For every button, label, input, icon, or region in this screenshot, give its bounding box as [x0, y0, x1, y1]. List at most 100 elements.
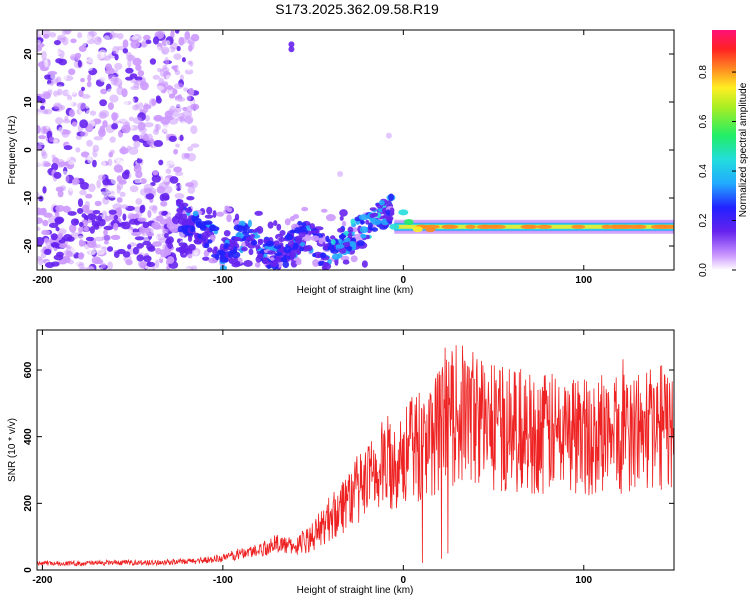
spectrogram-cell — [111, 240, 122, 246]
spectrogram-cell — [128, 116, 135, 122]
spectrogram-cell — [64, 115, 69, 122]
spectrogram-cell — [147, 246, 156, 252]
spectrogram-cell — [122, 213, 127, 221]
spectrogram-cell — [224, 205, 230, 211]
spectrogram-cell — [50, 242, 60, 248]
spectrogram-cell — [295, 260, 302, 265]
spectrogram-cell — [219, 265, 228, 270]
spectrogram-cell — [182, 106, 188, 112]
spectrogram-cell — [347, 226, 354, 233]
spectrogram-cell — [166, 236, 174, 244]
spectrogram-cell — [245, 236, 253, 242]
spectrogram-cell — [107, 193, 118, 198]
spectrogram-cell — [273, 240, 280, 246]
spectrogram-cell — [103, 35, 111, 43]
spectrogram-cell — [56, 217, 63, 223]
spectrogram-cell — [55, 117, 64, 125]
spectrogram-cell — [107, 74, 118, 82]
spectrogram-cell — [312, 259, 320, 267]
spectrogram-cell — [60, 170, 69, 177]
spectrogram-cell — [134, 76, 143, 81]
spectrogram-cell — [164, 162, 170, 169]
spectrogram-cell — [106, 246, 114, 252]
spectrogram-cell — [62, 255, 70, 261]
snr-y-ticks: 0 200 400 600 — [23, 361, 674, 573]
spectrogram-cell — [52, 157, 59, 165]
spectrogram-cell — [186, 95, 192, 102]
spectrogram-cell — [88, 248, 96, 256]
spectrogram-cell — [190, 143, 200, 148]
spectrogram-cell — [92, 144, 100, 153]
spectrogram-cell — [142, 34, 151, 41]
spectrogram-cell — [164, 185, 173, 194]
spectrogram-cell — [159, 193, 166, 202]
spectrogram-cell — [279, 230, 286, 236]
spectrogram-cell — [238, 220, 246, 227]
spectrogram-cell — [330, 238, 336, 246]
spectrogram-cell — [173, 82, 184, 90]
spectrogram-cell — [70, 38, 77, 44]
spectrogram-cell — [187, 235, 193, 242]
spectrogram-cell — [164, 177, 170, 183]
spectrogram-cell — [262, 260, 270, 265]
spectrogram-cell — [132, 57, 142, 66]
spectrogram-cell — [152, 36, 160, 45]
spectrogram-cell — [44, 74, 52, 80]
spectrogram-cell — [350, 218, 356, 225]
spectrogram-cell — [53, 138, 59, 144]
spectrogram-cell — [310, 235, 320, 242]
spectrogram-cell — [37, 226, 41, 231]
spectrogram-cell — [89, 226, 95, 234]
spectrogram-cell — [190, 125, 198, 135]
spectrogram-cell — [183, 121, 189, 128]
spectrogram-cell — [81, 94, 91, 99]
spectrogram-cell — [112, 46, 120, 55]
spectrogram-cell — [80, 151, 90, 158]
spectrogram-cell — [125, 259, 133, 266]
spectrogram-cell — [143, 255, 152, 263]
spectrogram-cell — [130, 40, 141, 49]
snr-panel: -200 -100 0 100 0 200 400 600 Height of straig… — [7, 329, 675, 596]
spectrogram-cell — [122, 39, 129, 49]
spectrogram-cell — [233, 236, 242, 242]
spectrogram-cell — [76, 235, 85, 240]
snr-frame — [36, 329, 675, 571]
spectrogram-cell — [329, 245, 335, 252]
spectrogram-cell — [145, 39, 152, 45]
spectrogram-cell — [125, 67, 134, 74]
spectrogram-cell — [204, 214, 214, 219]
spectrogram-cell — [190, 41, 195, 50]
spectrogram-cell — [601, 224, 613, 229]
spectrogram-cell — [54, 211, 60, 218]
spectrogram-cell — [97, 218, 106, 227]
spectrogram-cell — [62, 205, 71, 213]
spectrogram-cell — [73, 257, 80, 266]
spectrogram-cell — [55, 204, 65, 212]
spectrogram-cell — [41, 30, 51, 38]
spectrogram-cell — [173, 166, 182, 173]
spectrogram-cell — [65, 175, 70, 183]
spectrogram-cell — [360, 234, 367, 239]
spectrogram-cell — [301, 222, 307, 227]
spectrogram-cell — [173, 53, 182, 61]
spectrogram-cell — [40, 125, 47, 135]
spectrogram-marks — [37, 30, 674, 270]
spectrogram-cell — [178, 257, 187, 262]
spectrogram-y-tick-label: 20 — [23, 48, 34, 60]
spectrogram-cell — [129, 185, 139, 193]
spectrogram-cell — [56, 88, 63, 96]
spectrogram-cell — [42, 219, 49, 227]
spectrogram-cell — [76, 207, 84, 214]
spectrogram-cell — [44, 46, 53, 53]
spectrogram-cell — [193, 250, 199, 256]
spectrogram-cell — [58, 44, 68, 52]
spectrogram-cell — [152, 67, 158, 77]
spectrogram-cell — [188, 55, 193, 61]
spectrogram-cell — [84, 214, 89, 220]
spectrogram-cell — [227, 250, 234, 258]
spectrogram-cell — [311, 230, 320, 234]
spectrogram-cell — [223, 229, 231, 237]
spectrogram-cell — [276, 223, 282, 231]
